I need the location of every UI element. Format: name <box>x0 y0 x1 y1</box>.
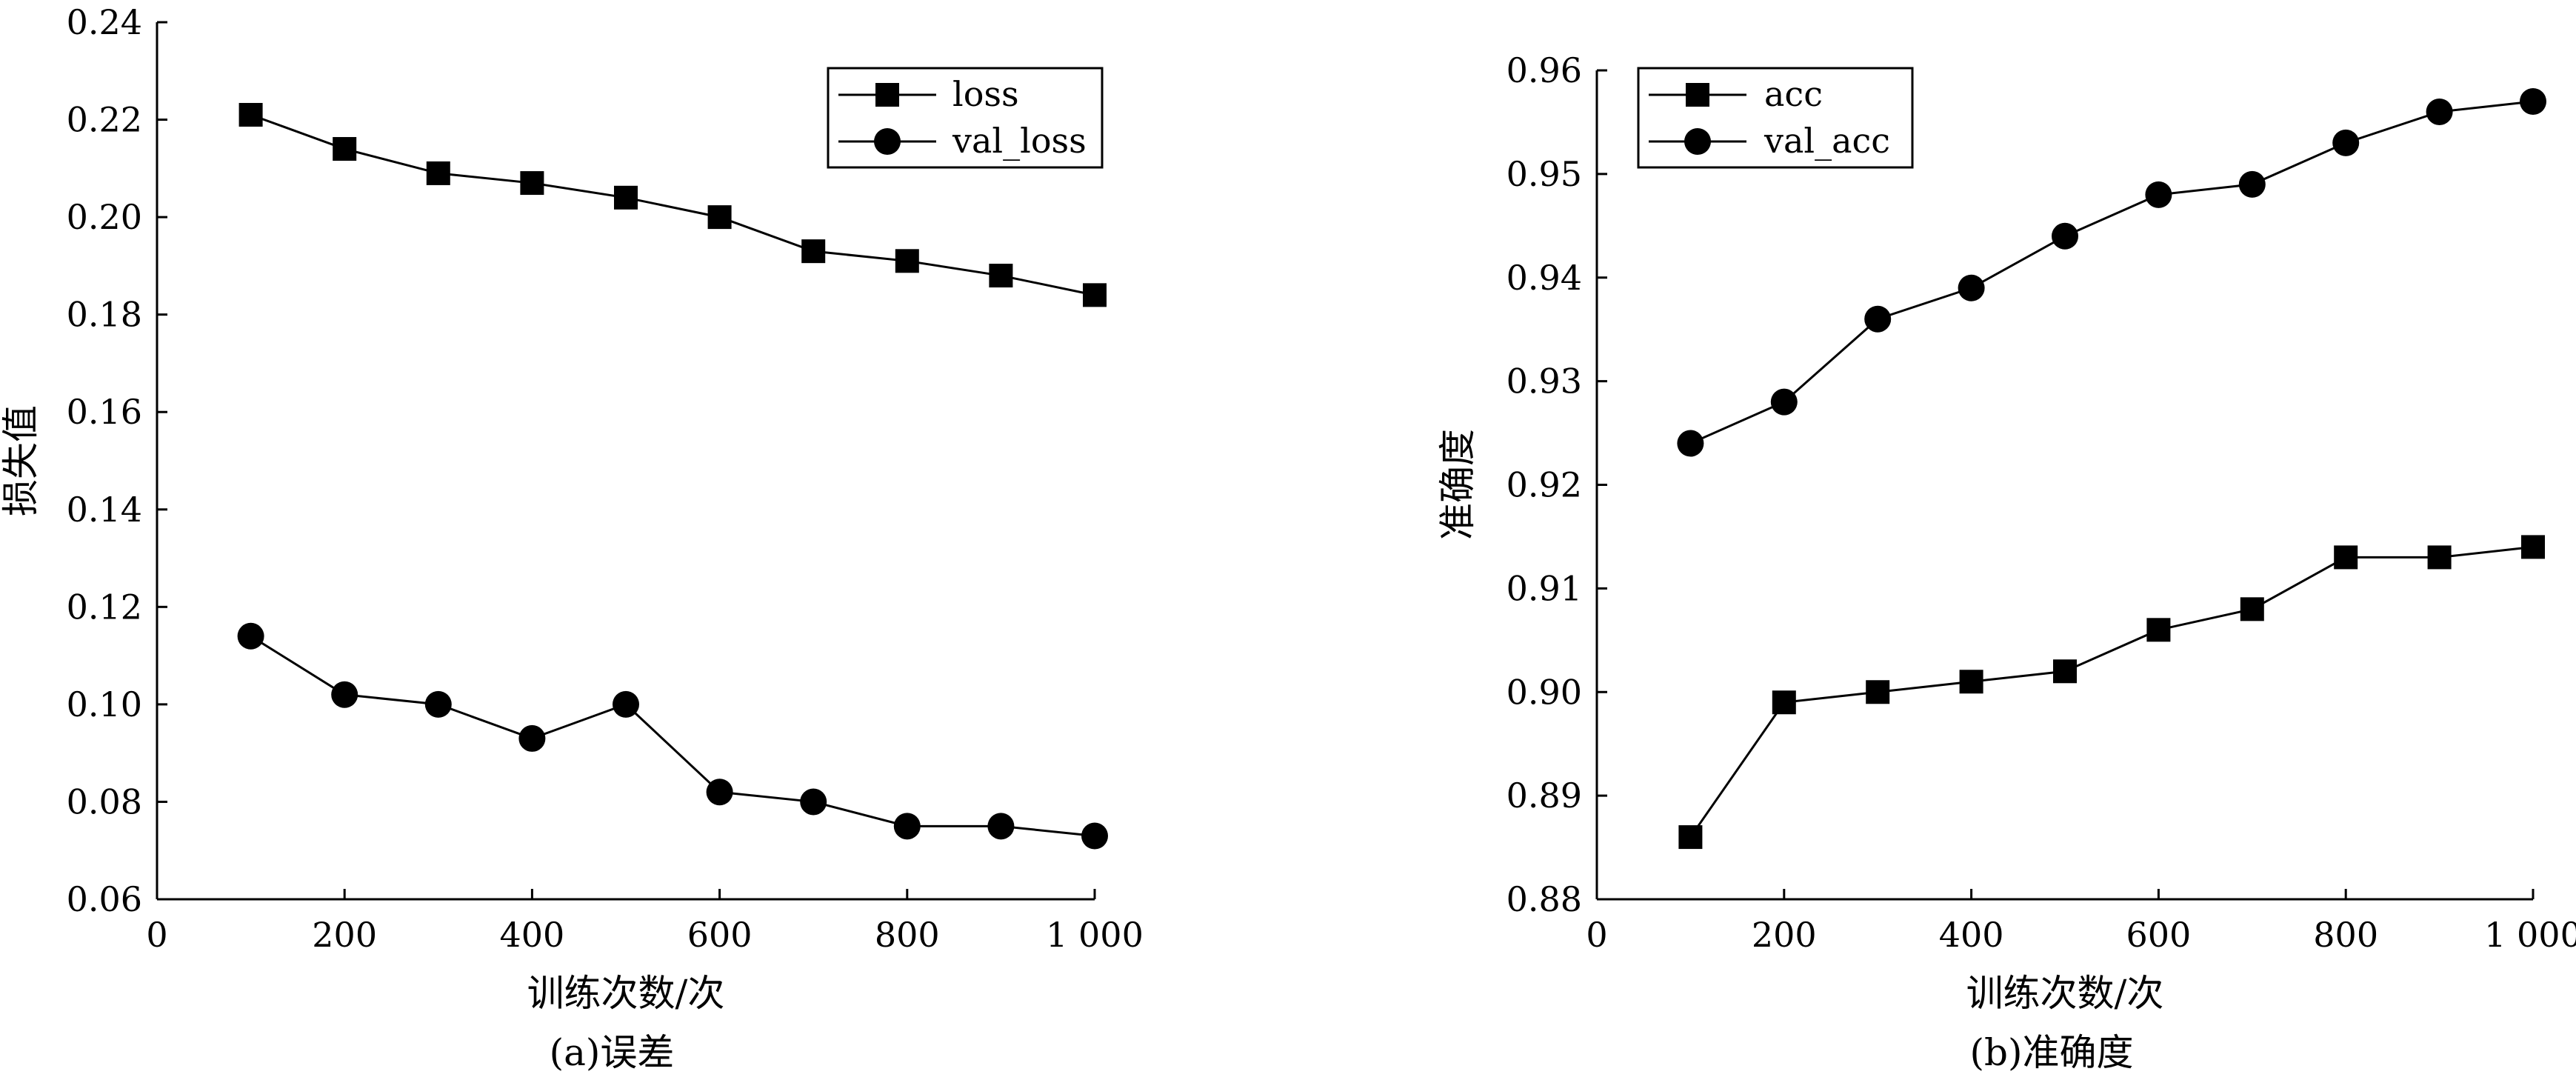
circle-marker <box>237 622 264 650</box>
x-tick-label: 0 <box>1586 915 1607 955</box>
square-marker <box>2240 597 2264 621</box>
legend-circle-icon <box>874 128 901 155</box>
square-marker <box>989 264 1013 288</box>
circle-marker <box>987 813 1015 840</box>
legend-label: acc <box>1764 74 1823 114</box>
series-line-val-loss <box>250 635 1095 837</box>
square-marker <box>333 137 357 161</box>
x-tick-label: 600 <box>687 915 753 955</box>
square-marker <box>1959 670 1983 694</box>
circle-marker <box>331 681 358 708</box>
x-tick-label: 1 000 <box>1046 915 1144 955</box>
square-marker <box>520 171 544 196</box>
y-tick-label: 0.95 <box>1506 154 1582 194</box>
circle-marker <box>1770 388 1798 416</box>
chart-b-caption: (b)准确度 <box>1969 1031 2133 1074</box>
circle-marker <box>613 690 639 718</box>
chart-a-caption: (a)误差 <box>550 1031 675 1074</box>
y-tick-label: 0.22 <box>67 100 142 140</box>
circle-marker <box>1958 274 1985 301</box>
x-tick-label: 800 <box>875 915 940 955</box>
circle-marker <box>1081 822 1108 850</box>
legend-square-icon <box>1686 83 1709 107</box>
x-tick-label: 200 <box>1752 915 1817 955</box>
y-tick-label: 0.96 <box>1506 50 1582 90</box>
y-tick-label: 0.08 <box>67 781 142 821</box>
x-tick-label: 200 <box>312 915 377 955</box>
y-tick-label: 0.20 <box>67 197 142 237</box>
square-marker <box>2334 545 2358 570</box>
y-tick-label: 0.89 <box>1506 776 1582 816</box>
circle-marker <box>424 690 452 718</box>
x-axis-title: 训练次数/次 <box>527 972 725 1015</box>
circle-marker <box>2145 181 2172 208</box>
circle-marker <box>518 724 546 752</box>
y-tick-label: 0.90 <box>1506 672 1582 712</box>
circle-marker <box>2520 87 2546 115</box>
y-axis-title: 损失值 <box>0 405 42 516</box>
y-axis-title: 准确度 <box>1436 429 1479 540</box>
y-tick-label: 0.92 <box>1506 465 1582 505</box>
accuracy-chart: 0.88 0.89 0.90 0.91 0.92 0.93 0.94 0.95 0.96 0 200… <box>1436 50 2576 1015</box>
square-marker <box>1083 283 1107 307</box>
y-tick-label: 0.10 <box>67 684 142 724</box>
y-tick-label: 0.91 <box>1506 568 1582 608</box>
circle-marker <box>2426 98 2453 125</box>
circle-marker <box>800 788 827 816</box>
legend-box <box>1637 67 1914 169</box>
circle-marker <box>1677 430 1704 457</box>
legend-label: val_acc <box>1764 121 1890 161</box>
circle-marker <box>706 779 733 806</box>
y-tick-label: 0.12 <box>67 587 142 627</box>
square-marker <box>801 239 826 264</box>
y-tick-label: 0.14 <box>67 490 142 530</box>
legend-box <box>827 67 1104 169</box>
y-tick-label: 0.06 <box>67 879 142 919</box>
series-line-acc <box>1689 545 2534 838</box>
square-marker <box>1678 825 1703 850</box>
x-tick-label: 800 <box>2313 915 2378 955</box>
circle-marker <box>2052 222 2078 250</box>
x-tick-label: 400 <box>1939 915 2004 955</box>
legend-label: loss <box>952 74 1019 114</box>
square-marker <box>614 185 638 210</box>
y-tick-label: 0.88 <box>1506 879 1582 919</box>
legend-label: val_loss <box>952 121 1087 161</box>
square-marker <box>2427 545 2452 570</box>
loss-chart: 0.06 0.08 0.10 0.12 0.14 0.16 0.18 0.20 0.22 0.24… <box>0 2 1144 1015</box>
square-marker <box>895 249 919 273</box>
circle-marker <box>2238 170 2266 198</box>
x-axis-title: 训练次数/次 <box>1966 972 2164 1015</box>
circle-marker <box>1864 305 1892 333</box>
y-tick-label: 0.18 <box>67 295 142 335</box>
x-tick-label: 1 000 <box>2484 915 2576 955</box>
y-tick-label: 0.24 <box>67 2 142 42</box>
y-tick-label: 0.94 <box>1506 258 1582 298</box>
square-marker <box>2146 618 2171 642</box>
series-line-loss <box>250 113 1095 296</box>
series-line-val-acc <box>1689 100 2534 444</box>
square-marker <box>1866 680 1890 704</box>
circle-marker <box>2332 129 2360 156</box>
square-marker <box>707 205 732 230</box>
square-marker <box>1772 690 1796 715</box>
square-marker <box>2053 659 2077 684</box>
square-marker <box>426 161 450 185</box>
x-tick-label: 600 <box>2126 915 2191 955</box>
x-tick-label: 0 <box>146 915 167 955</box>
square-marker <box>238 102 263 127</box>
y-tick-label: 0.93 <box>1506 361 1582 401</box>
y-tick-label: 0.16 <box>67 392 142 432</box>
circle-marker <box>893 813 921 840</box>
square-marker <box>2521 535 2545 559</box>
x-tick-label: 400 <box>499 915 564 955</box>
legend-circle-icon <box>1684 128 1711 155</box>
legend-square-icon <box>875 83 899 107</box>
